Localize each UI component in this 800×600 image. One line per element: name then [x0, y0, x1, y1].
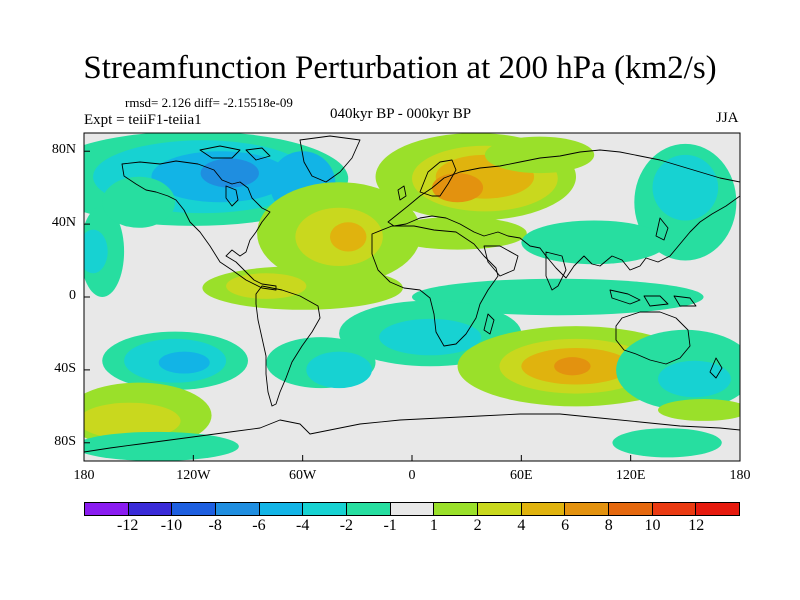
- field-contour-3: [200, 158, 259, 188]
- coast-new-zealand: [709, 357, 723, 379]
- colorbar-swatch: [172, 503, 217, 515]
- colorbar-swatch: [652, 503, 697, 515]
- colorbar-swatch: [128, 503, 173, 515]
- colorbar-label: -6: [252, 517, 266, 534]
- field-contour-37: [84, 402, 181, 440]
- colorbar-label: 12: [688, 517, 705, 534]
- colorbar-label: -12: [117, 517, 139, 534]
- coast-arctic-islands: [199, 145, 271, 161]
- coast-indonesia: [609, 289, 697, 307]
- coast-antarctica: [84, 413, 740, 453]
- lat-label: 80N: [51, 142, 76, 158]
- field-contour-17: [652, 154, 719, 221]
- colorbar-swatch: [565, 503, 610, 515]
- lon-label: 0: [408, 468, 416, 483]
- colorbar-label: 10: [644, 517, 661, 534]
- colorbar-swatch: [696, 503, 740, 515]
- lon-label: 180: [729, 468, 751, 483]
- field-contour-21: [102, 176, 176, 228]
- colorbar: [84, 502, 740, 516]
- experiment-label: Expt = teiiF1-teiia1: [84, 112, 202, 128]
- field-contour-12: [330, 222, 367, 252]
- colorbar-swatch: [85, 503, 129, 515]
- field-contour-29: [379, 318, 482, 356]
- colorbar-swatch: [216, 503, 260, 515]
- colorbar-swatch: [347, 503, 391, 515]
- field-contour-8: [432, 173, 484, 203]
- colorbar-swatch: [478, 503, 522, 515]
- colorbar-label: -4: [295, 517, 310, 534]
- field-contour-27: [306, 351, 372, 389]
- lat-label: 80S: [54, 433, 76, 449]
- coast-eurasia: [387, 149, 740, 279]
- lat-label: 40N: [51, 215, 76, 231]
- colorbar-label: 8: [604, 517, 613, 534]
- colorbar-swatch: [434, 503, 479, 515]
- colorbar-label: 6: [561, 517, 570, 534]
- axis-ticks: [83, 150, 741, 461]
- colorbar-swatch: [609, 503, 653, 515]
- colorbar-label: 2: [473, 517, 482, 534]
- colorbar-swatch: [521, 503, 566, 515]
- coast-australia: [615, 311, 691, 365]
- field-contour-14: [226, 273, 307, 299]
- field-contour-20: [84, 229, 108, 274]
- colorbar-label: 4: [517, 517, 526, 534]
- field-contour-22: [412, 278, 704, 316]
- lat-label: 40S: [54, 360, 76, 376]
- lon-label: 60E: [510, 468, 533, 483]
- field-contour-33: [554, 357, 591, 376]
- lon-label: 60W: [289, 468, 317, 483]
- field-contour-38: [84, 431, 239, 461]
- coast-hudson: [225, 185, 239, 207]
- coast-africa: [371, 225, 499, 347]
- colorbar-swatch: [303, 503, 348, 515]
- colorbar-label: -2: [339, 517, 354, 534]
- field-contour-25: [158, 351, 210, 374]
- coast-greenland: [299, 135, 361, 183]
- lon-label: 120W: [176, 468, 211, 483]
- coastlines: [84, 135, 740, 453]
- period-label: 040kyr BP - 000kyr BP: [330, 106, 472, 122]
- season-label: JJA: [716, 110, 739, 126]
- field-contour-9: [484, 136, 595, 174]
- lon-label: 180: [73, 468, 95, 483]
- coast-scandinavia: [419, 159, 457, 197]
- coast-north-america: [121, 160, 277, 291]
- coast-south-america: [255, 285, 321, 407]
- colorbar-swatch: [390, 503, 435, 515]
- coast-japan: [655, 217, 669, 241]
- plot-title: Streamfunction Perturbation at 200 hPa (…: [83, 50, 717, 86]
- field-contour-18: [521, 220, 668, 265]
- colorbar-label: -1: [383, 517, 397, 534]
- coast-uk: [397, 185, 407, 201]
- colorbar-label: 1: [429, 517, 438, 534]
- colorbar-label: -10: [160, 517, 183, 534]
- lon-label: 120E: [615, 468, 646, 483]
- lat-label: 0: [69, 288, 76, 303]
- colorbar-label: -8: [208, 517, 222, 534]
- field-contour-40: [658, 399, 740, 421]
- field-contour-39: [612, 428, 722, 458]
- coast-madagascar: [483, 313, 495, 335]
- field-contour-35: [658, 360, 731, 398]
- colorbar-swatch: [259, 503, 304, 515]
- coast-arabia: [483, 245, 519, 277]
- coast-india: [545, 251, 567, 291]
- stats-label: rmsd= 2.126 diff= -2.15518e-09: [125, 95, 293, 110]
